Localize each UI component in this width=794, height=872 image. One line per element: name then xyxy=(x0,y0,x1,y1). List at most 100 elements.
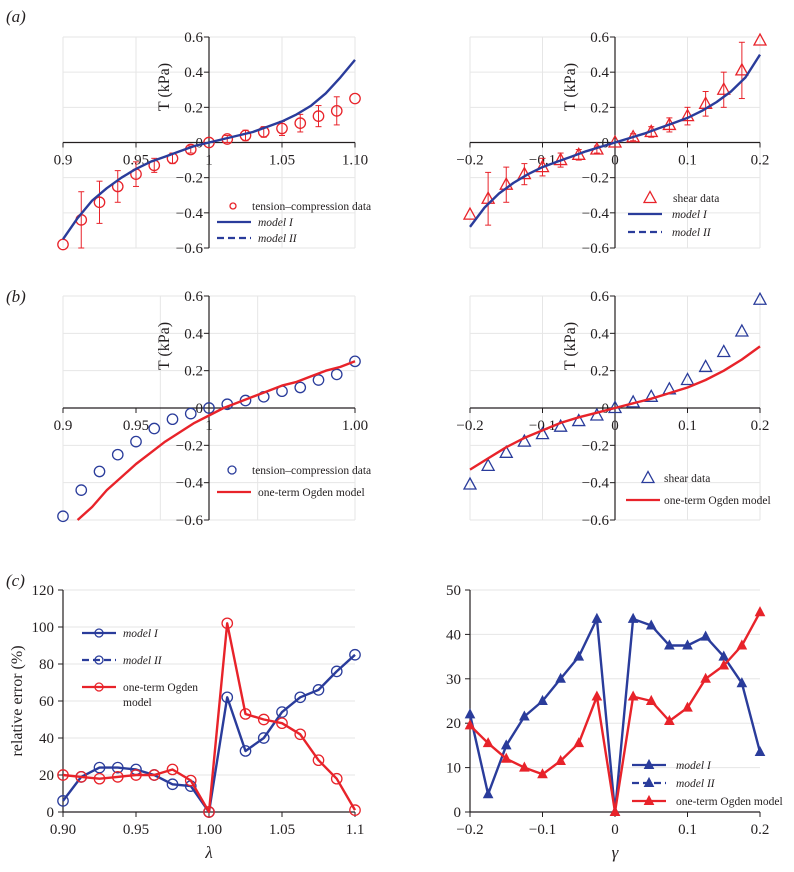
y-tick-label: −0.4 xyxy=(176,206,204,222)
data-point xyxy=(645,619,657,630)
data-point xyxy=(519,761,530,772)
y-tick-label: 50 xyxy=(446,583,461,599)
legend-marker xyxy=(94,682,104,692)
y-tick-label: −0.6 xyxy=(582,241,610,257)
chart-c-left: 0.90 0.95 1.00 1.05 1.1 0 20 40 60 80 100 120 λ relat… xyxy=(9,583,364,862)
x-tick-label: 1.05 xyxy=(269,822,295,838)
x-tick-label: 1.00 xyxy=(342,418,368,434)
x-tick-label: 1.05 xyxy=(269,153,295,169)
data-point xyxy=(312,684,325,696)
data-point xyxy=(349,648,361,661)
x-tick-label: 0.95 xyxy=(123,418,149,434)
data-point xyxy=(349,804,361,817)
legend-label: tension–compression data xyxy=(252,201,371,213)
data-point xyxy=(130,769,142,781)
x-tick-label: 0 xyxy=(611,822,619,838)
y-axis-label: T (kPa) xyxy=(156,322,173,370)
x-tick-label: 0.9 xyxy=(54,153,73,169)
y-tick-label: −0.4 xyxy=(582,476,610,492)
y-axis-label: T (kPa) xyxy=(562,322,579,370)
data-point xyxy=(239,708,252,720)
data-point xyxy=(93,772,106,785)
legend-label-line1: one-term Ogden xyxy=(123,682,198,694)
series-one-term-ogden-model xyxy=(464,606,766,816)
data-point xyxy=(57,795,69,807)
legend-label: one-term Ogden model xyxy=(664,495,771,507)
data-point xyxy=(734,323,749,337)
legend-label: model I xyxy=(258,217,294,229)
data-point xyxy=(184,774,197,787)
y-tick-label: 80 xyxy=(39,657,54,673)
data-point xyxy=(276,717,288,730)
data-point xyxy=(553,418,568,432)
data-point xyxy=(537,768,548,779)
data-point xyxy=(330,772,343,785)
series-one-term-ogden-model xyxy=(76,360,356,521)
data-point xyxy=(276,122,288,135)
legend-label: model II xyxy=(258,233,298,245)
data-point xyxy=(664,714,675,725)
series-one-term-ogden-model xyxy=(57,617,361,818)
legend-label-wrapped: one-term Ogden model xyxy=(123,682,198,709)
x-tick-label: 0.2 xyxy=(751,418,770,434)
data-point xyxy=(57,769,69,781)
x-tick-label: 0.1 xyxy=(678,822,697,838)
data-point xyxy=(239,745,252,757)
data-point xyxy=(734,62,749,76)
y-tick-label: 30 xyxy=(446,672,461,688)
y-axis-label: T (kPa) xyxy=(156,63,173,111)
data-point xyxy=(645,694,657,705)
y-tick-label: 0.4 xyxy=(590,65,609,81)
x-tick-label: 0.9 xyxy=(54,418,73,434)
legend: shear data model I model II xyxy=(628,190,719,239)
series-line xyxy=(76,360,356,521)
legend-label-line2: model xyxy=(123,697,152,709)
legend-label: one-term Ogden model xyxy=(676,796,783,808)
data-point xyxy=(203,806,215,818)
series-model-i xyxy=(62,59,356,240)
legend-label: model I xyxy=(676,760,712,772)
data-point xyxy=(312,374,325,386)
chart-a-right: −0.2 −0.1 0 0.1 0.2−0.6−0.4−0.200.20.40.6T (… xyxy=(456,30,769,257)
data-point xyxy=(591,612,603,623)
x-axis-label: γ xyxy=(612,843,620,862)
legend: tension–compression data one-term Ogden m… xyxy=(217,465,371,499)
panel-label-c: (c) xyxy=(6,571,25,590)
data-point xyxy=(573,737,585,748)
x-tick-label: 0 xyxy=(611,153,619,169)
data-point xyxy=(736,677,748,688)
chart-a-left: 0.9 0.95 1 1.05 1.10−0.6−0.4−0.200.20.40.6T … xyxy=(54,30,372,257)
data-point xyxy=(166,778,179,791)
legend-marker xyxy=(643,776,655,787)
x-axis-label: λ xyxy=(204,843,212,862)
data-point xyxy=(752,32,768,46)
series-model-i xyxy=(57,648,361,818)
legend-label: model I xyxy=(123,628,159,640)
x-tick-label: −0.2 xyxy=(456,822,483,838)
chart-b-right: −0.2 −0.1 0 0.1 0.2−0.6−0.4−0.200.20.40.6T (… xyxy=(456,289,770,529)
data-point xyxy=(609,805,621,816)
x-tick-label: 0 xyxy=(611,418,619,434)
data-point xyxy=(752,291,768,305)
data-point xyxy=(294,728,307,741)
series-line xyxy=(62,622,357,814)
x-tick-label: 0.95 xyxy=(123,822,149,838)
y-tick-label: −0.6 xyxy=(176,241,204,257)
data-point xyxy=(500,752,512,763)
y-tick-label: 0.4 xyxy=(590,326,609,342)
legend-label: shear data xyxy=(673,193,719,205)
legend-label: shear data xyxy=(664,473,710,485)
data-point xyxy=(111,448,124,461)
data-point xyxy=(754,606,766,617)
x-tick-label: −0.2 xyxy=(456,418,483,434)
data-point xyxy=(481,458,496,472)
data-point xyxy=(148,769,161,781)
data-point xyxy=(462,206,478,220)
data-point xyxy=(718,659,730,670)
legend-marker xyxy=(229,202,237,210)
data-point xyxy=(294,691,307,704)
data-point xyxy=(499,444,514,458)
y-tick-label: 0.6 xyxy=(184,289,203,305)
